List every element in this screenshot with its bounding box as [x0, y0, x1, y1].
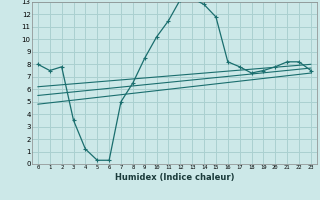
X-axis label: Humidex (Indice chaleur): Humidex (Indice chaleur) — [115, 173, 234, 182]
